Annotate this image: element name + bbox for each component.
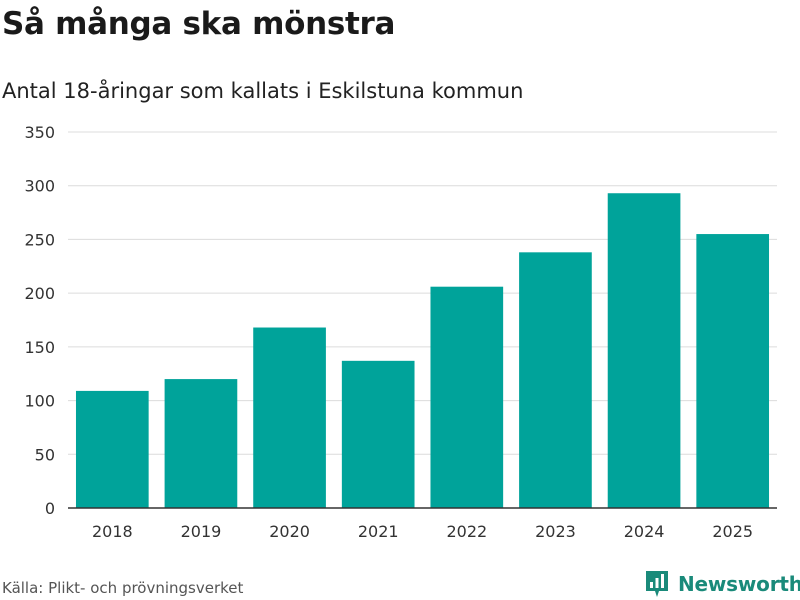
y-tick-label: 300: [24, 177, 55, 196]
x-axis-ticks: 2018 2019 2020 2021 2022 2023 2024 2025: [92, 522, 753, 541]
bar-2020: [253, 327, 326, 508]
chart-title: Så många ska mönstra: [2, 6, 396, 42]
bar-2025: [696, 234, 770, 509]
x-tick-label: 2021: [358, 522, 399, 541]
y-tick-label: 250: [24, 230, 55, 249]
x-tick-label: 2018: [92, 522, 133, 541]
y-tick-label: 350: [24, 123, 55, 142]
newsworthy-brand: Newsworthy: [644, 569, 800, 599]
y-axis-ticks: 0 50 100 150 200 250 300 350: [24, 123, 55, 518]
y-tick-label: 0: [45, 499, 55, 518]
x-tick-label: 2022: [446, 522, 487, 541]
bar-2023: [519, 252, 592, 508]
bars: [75, 193, 770, 509]
bar-2024: [607, 193, 681, 508]
y-tick-label: 50: [35, 445, 55, 464]
bar-2021: [341, 360, 415, 508]
y-tick-label: 100: [24, 392, 55, 411]
bar-2019: [164, 379, 238, 508]
x-tick-label: 2024: [624, 522, 665, 541]
bar-2022: [430, 286, 504, 508]
newsworthy-logo-icon: [646, 571, 668, 597]
y-tick-label: 200: [24, 284, 55, 303]
x-tick-label: 2020: [269, 522, 310, 541]
x-tick-label: 2023: [535, 522, 576, 541]
x-tick-label: 2025: [712, 522, 753, 541]
x-tick-label: 2019: [181, 522, 222, 541]
bar-2018: [75, 390, 149, 508]
y-tick-label: 150: [24, 338, 55, 357]
brand-name: Newsworthy: [678, 572, 800, 596]
chart-subtitle: Antal 18-åringar som kallats i Eskilstun…: [2, 79, 524, 103]
source-note: Källa: Plikt- och prövningsverket: [2, 579, 244, 597]
